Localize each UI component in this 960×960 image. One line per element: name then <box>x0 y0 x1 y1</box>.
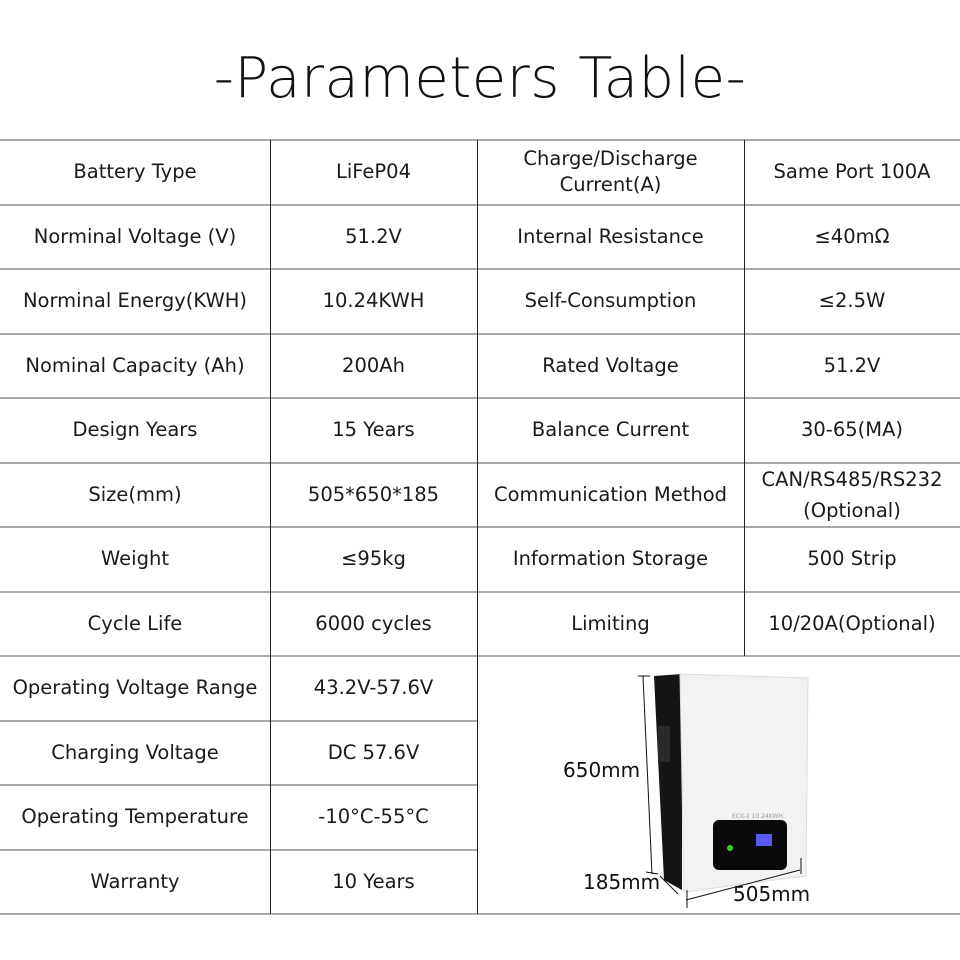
battery-image: ECX-2 10.24KWH <box>638 673 809 908</box>
column-divider <box>270 140 271 914</box>
row-divider <box>0 268 960 270</box>
param-value: 6000 cycles <box>315 611 432 635</box>
param-value: Same Port 100A <box>773 160 931 184</box>
param-label: Balance Current <box>531 418 690 442</box>
row-divider <box>0 913 960 915</box>
row-divider <box>0 397 960 399</box>
param-label: Rated Voltage <box>542 353 679 377</box>
param-value: 505*650*185 <box>307 482 440 506</box>
param-value: ≤2.5W <box>818 289 886 313</box>
param-label: Charging Voltage <box>51 740 219 764</box>
param-value: 51.2V <box>823 353 881 377</box>
param-label: Nominal Capacity (Ah) <box>25 353 245 377</box>
param-value: 10.24KWH <box>322 289 425 313</box>
row-divider <box>0 461 960 464</box>
param-value: 30-65(MA) <box>800 418 904 442</box>
param-label: Internal Resistance <box>517 224 704 248</box>
column-divider <box>744 140 745 656</box>
row-divider <box>0 332 960 335</box>
row-divider <box>0 784 477 786</box>
param-label: Self-Consumption <box>524 289 697 313</box>
param-label: Operating Voltage Range <box>12 676 258 700</box>
column-divider <box>477 140 478 914</box>
row-divider <box>0 139 960 141</box>
height-dimension-label: 650mm <box>563 758 641 782</box>
param-label: Information Storage <box>512 547 709 571</box>
param-value: ≤40mΩ <box>814 224 890 248</box>
param-value: 43.2V-57.6V <box>313 676 434 700</box>
param-label: Weight <box>101 547 169 571</box>
param-value: CAN/RS485/RS232 (Optional) <box>761 467 943 522</box>
row-divider <box>0 203 960 206</box>
param-value: 15 Years <box>332 418 415 442</box>
param-value: LiFeP04 <box>335 160 411 184</box>
param-value: 200Ah <box>342 353 405 377</box>
param-label: Cycle Life <box>87 611 183 635</box>
param-value: ≤95kg <box>341 547 406 571</box>
param-label: Operating Temperature <box>21 805 249 829</box>
param-label: Charge/Discharge Current(A) <box>523 146 698 197</box>
row-divider <box>0 590 960 593</box>
param-value: 500 Strip <box>807 547 897 571</box>
param-value: 51.2V <box>345 224 402 248</box>
param-label: Warranty <box>90 869 180 893</box>
depth-dimension-label: 185mm <box>583 870 661 894</box>
svg-text:ECX-2 10.24KWH: ECX-2 10.24KWH <box>732 813 783 820</box>
row-divider <box>0 719 477 722</box>
param-label: Communication Method <box>493 482 728 506</box>
param-value: 10/20A(Optional) <box>768 611 936 635</box>
page-title: -Parameters Table- <box>213 46 747 111</box>
param-label: Norminal Voltage (V) <box>33 224 237 248</box>
width-dimension-label: 505mm <box>733 882 811 906</box>
param-label: Design Years <box>72 418 198 442</box>
row-divider <box>0 526 960 528</box>
param-label: Norminal Energy(KWH) <box>22 289 248 313</box>
row-divider <box>0 848 477 851</box>
param-value: DC 57.6V <box>327 740 420 764</box>
param-label: Battery Type <box>73 160 197 184</box>
param-value: 10 Years <box>332 869 415 893</box>
row-divider <box>0 655 960 657</box>
param-label: Size(mm) <box>88 482 182 506</box>
param-label: Limiting <box>571 611 650 635</box>
param-value: -10°C-55°C <box>318 805 429 829</box>
